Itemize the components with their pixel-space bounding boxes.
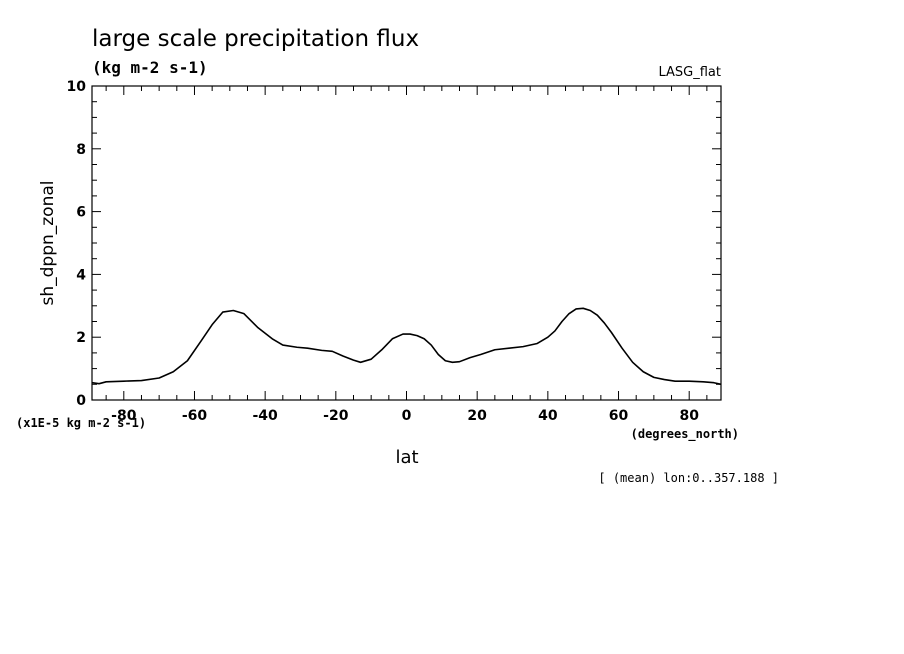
y-axis-label: sh_dppn_zonal bbox=[38, 180, 58, 305]
y-tick-label: 2 bbox=[76, 330, 86, 346]
x-tick-label: -20 bbox=[323, 408, 349, 424]
y-scale-note: (x1E-5 kg m-2 s-1) bbox=[16, 416, 146, 430]
x-tick-label: 0 bbox=[402, 408, 412, 424]
y-tick-label: 8 bbox=[76, 142, 86, 158]
axis-ticks bbox=[92, 85, 721, 401]
x-tick-label: -40 bbox=[253, 408, 279, 424]
x-tick-label: -60 bbox=[182, 408, 208, 424]
x-tick-label: -80 bbox=[111, 408, 137, 424]
x-tick-label: 40 bbox=[538, 408, 558, 424]
x-tick-label: 60 bbox=[609, 408, 629, 424]
data-points bbox=[91, 307, 722, 385]
y-tick-label: 6 bbox=[76, 205, 86, 221]
dataset-label: LASG_flat bbox=[658, 65, 721, 80]
plot-frame bbox=[91, 85, 722, 401]
chart-subtitle: (kg m-2 s-1) bbox=[92, 58, 208, 77]
y-tick-label: 10 bbox=[67, 79, 87, 95]
x-axis-label: lat bbox=[395, 447, 418, 468]
x-tick-labels: -80 -60 -40 -20 0 20 40 60 80 bbox=[111, 408, 699, 424]
x-tick-label: 20 bbox=[467, 408, 487, 424]
y-tick-label: 0 bbox=[76, 393, 86, 409]
footnote: [ (mean) lon:0..357.188 ] bbox=[598, 471, 779, 485]
chart-title: large scale precipitation flux bbox=[92, 26, 419, 52]
x-axis-units: (degrees_north) bbox=[631, 427, 739, 442]
y-tick-label: 4 bbox=[76, 267, 86, 283]
y-tick-labels: 0 2 4 6 8 10 bbox=[67, 79, 87, 409]
x-tick-label: 80 bbox=[679, 408, 699, 424]
series-line bbox=[91, 307, 722, 386]
